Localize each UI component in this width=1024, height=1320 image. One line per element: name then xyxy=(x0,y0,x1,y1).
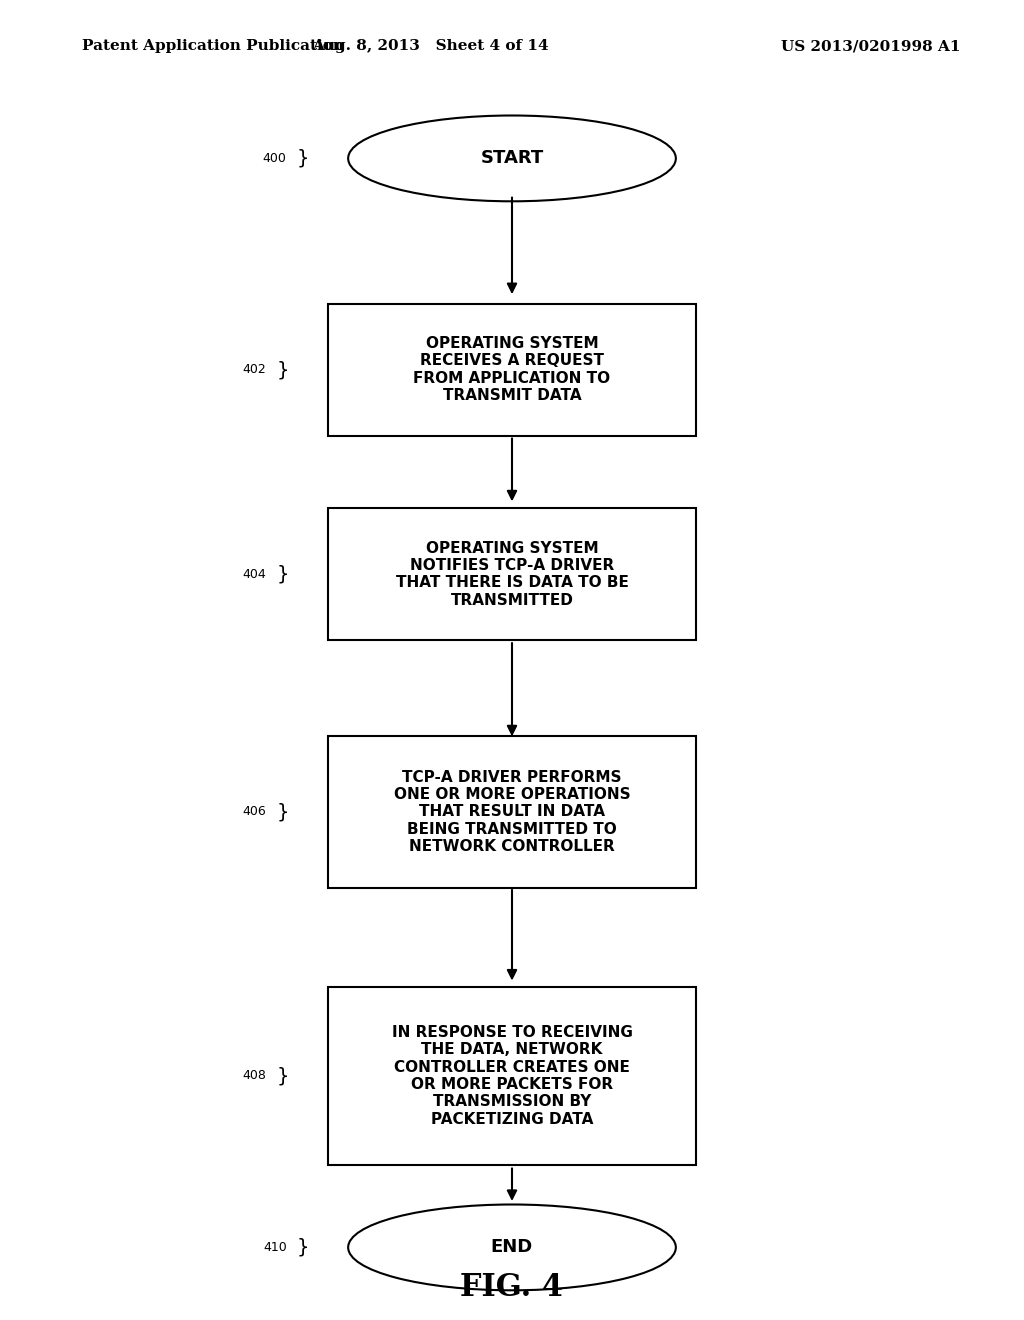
Text: US 2013/0201998 A1: US 2013/0201998 A1 xyxy=(780,40,961,53)
Text: START: START xyxy=(480,149,544,168)
Text: }: } xyxy=(297,1238,309,1257)
Text: 402: 402 xyxy=(243,363,266,376)
Ellipse shape xyxy=(348,1204,676,1291)
FancyBboxPatch shape xyxy=(328,304,696,436)
Text: 410: 410 xyxy=(263,1241,287,1254)
Text: }: } xyxy=(276,1067,289,1085)
Text: FIG. 4: FIG. 4 xyxy=(461,1271,563,1303)
Text: TCP-A DRIVER PERFORMS
ONE OR MORE OPERATIONS
THAT RESULT IN DATA
BEING TRANSMITT: TCP-A DRIVER PERFORMS ONE OR MORE OPERAT… xyxy=(393,770,631,854)
Text: }: } xyxy=(297,149,309,168)
Text: OPERATING SYSTEM
NOTIFIES TCP-A DRIVER
THAT THERE IS DATA TO BE
TRANSMITTED: OPERATING SYSTEM NOTIFIES TCP-A DRIVER T… xyxy=(395,541,629,607)
Text: 408: 408 xyxy=(243,1069,266,1082)
Text: END: END xyxy=(490,1238,534,1257)
FancyBboxPatch shape xyxy=(328,508,696,640)
Text: }: } xyxy=(276,360,289,379)
FancyBboxPatch shape xyxy=(328,737,696,887)
Text: 406: 406 xyxy=(243,805,266,818)
Text: }: } xyxy=(276,803,289,821)
Ellipse shape xyxy=(348,116,676,202)
Text: IN RESPONSE TO RECEIVING
THE DATA, NETWORK
CONTROLLER CREATES ONE
OR MORE PACKET: IN RESPONSE TO RECEIVING THE DATA, NETWO… xyxy=(391,1024,633,1127)
Text: OPERATING SYSTEM
RECEIVES A REQUEST
FROM APPLICATION TO
TRANSMIT DATA: OPERATING SYSTEM RECEIVES A REQUEST FROM… xyxy=(414,337,610,403)
FancyBboxPatch shape xyxy=(328,987,696,1166)
Text: Patent Application Publication: Patent Application Publication xyxy=(82,40,344,53)
Text: }: } xyxy=(276,565,289,583)
Text: Aug. 8, 2013   Sheet 4 of 14: Aug. 8, 2013 Sheet 4 of 14 xyxy=(311,40,549,53)
Text: 404: 404 xyxy=(243,568,266,581)
Text: 400: 400 xyxy=(263,152,287,165)
